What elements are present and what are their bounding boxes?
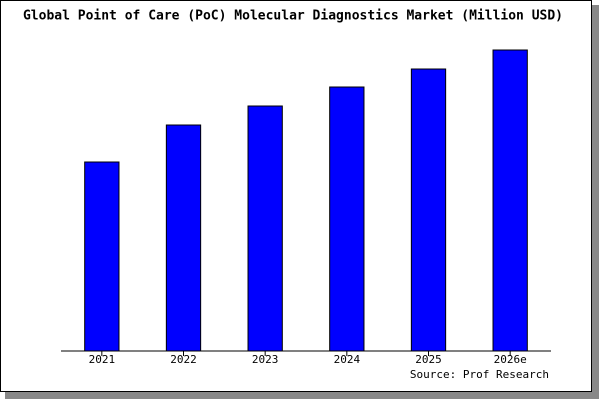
source-note: Source: Prof Research <box>410 368 549 381</box>
x-tick-label: 2024 <box>334 353 361 366</box>
bar <box>410 68 447 352</box>
x-tick-label: 2022 <box>170 353 197 366</box>
x-tick-label: 2023 <box>252 353 279 366</box>
bar <box>165 124 202 352</box>
bar <box>247 105 283 352</box>
x-tick-label: 2021 <box>89 353 116 366</box>
bar <box>492 49 528 352</box>
x-tick-label: 2025 <box>415 353 442 366</box>
x-tick-label: 2026e <box>494 353 527 366</box>
bar <box>84 161 120 352</box>
title-group: Global Point of Care (PoC) Molecular Dia… <box>23 9 563 24</box>
bar <box>329 86 365 352</box>
chart-title: Global Point of Care (PoC) Molecular Dia… <box>23 9 563 24</box>
